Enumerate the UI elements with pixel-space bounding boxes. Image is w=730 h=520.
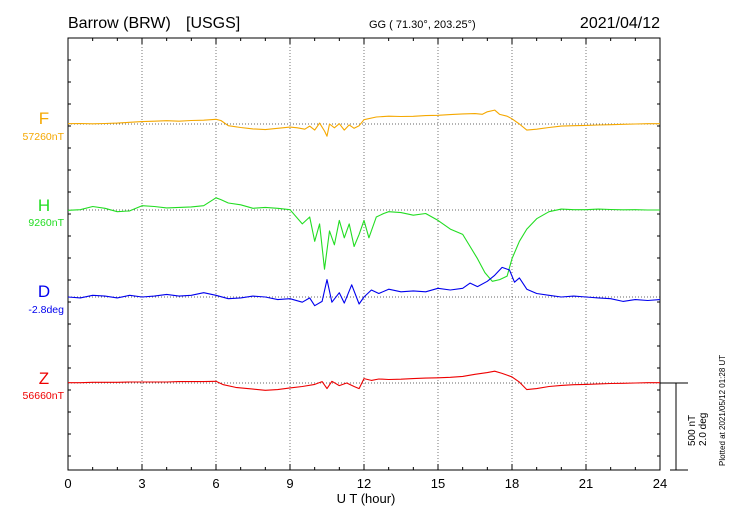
- coordinates-label: GG ( 71.30°, 203.25°): [369, 19, 476, 31]
- series-name-f: F: [39, 109, 49, 128]
- series-labels: F 57260nT H 9260nT D -2.8deg Z 56660nT: [23, 109, 65, 402]
- series-baseline-d: -2.8deg: [28, 304, 64, 316]
- scale-deg-label: 2.0 deg: [698, 413, 709, 446]
- x-tick-label: 3: [138, 476, 145, 491]
- x-tick-label: 9: [286, 476, 293, 491]
- agency-label: [USGS]: [186, 15, 240, 32]
- series-line-f: [67, 109, 660, 137]
- station-title: Barrow (BRW): [68, 15, 171, 32]
- series-line-d: [67, 266, 661, 307]
- x-tick-label: 15: [431, 476, 445, 491]
- series-baseline-z: 56660nT: [23, 390, 65, 402]
- series-baseline-h: 9260nT: [28, 217, 64, 229]
- series-line-h: [67, 197, 660, 282]
- x-axis-ticks: 0 3 6 9 12 15 18 21 24: [64, 38, 667, 491]
- series-name-z: Z: [39, 369, 49, 388]
- scale-bar: 500 nT 2.0 deg: [660, 382, 709, 471]
- series-line-z: [68, 370, 660, 391]
- date-label: 2021/04/12: [580, 15, 660, 32]
- x-tick-label: 12: [357, 476, 371, 491]
- series-name-d: D: [38, 282, 50, 301]
- scale-nt-label: 500 nT: [687, 415, 698, 446]
- plotted-at-label: Plotted at 2021/05/12 01:28 UT: [718, 355, 727, 466]
- x-tick-label: 18: [505, 476, 519, 491]
- series-name-h: H: [38, 196, 50, 215]
- series-lines: [67, 109, 661, 391]
- x-axis-label: U T (hour): [337, 491, 396, 506]
- x-tick-label: 21: [579, 476, 593, 491]
- x-tick-label: 6: [212, 476, 219, 491]
- series-baseline-f: 57260nT: [23, 131, 65, 143]
- grid-lines: [141, 38, 587, 470]
- x-tick-label: 0: [64, 476, 71, 491]
- x-tick-label: 24: [653, 476, 667, 491]
